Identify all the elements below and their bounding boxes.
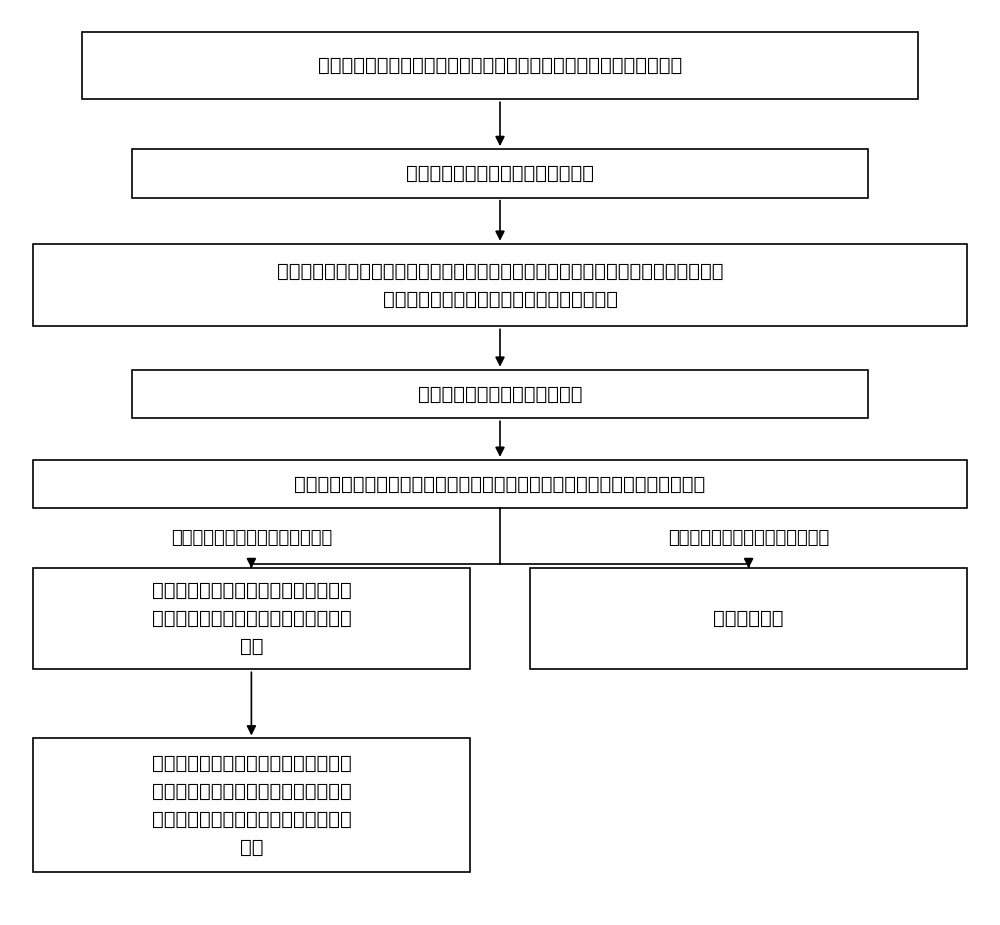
Bar <box>33 243 967 327</box>
Bar <box>530 568 967 670</box>
Text: 识别当前操作人的生物特征信息: 识别当前操作人的生物特征信息 <box>418 385 582 403</box>
Bar <box>33 460 967 509</box>
Bar <box>132 370 868 418</box>
Bar <box>82 32 918 99</box>
Text: 当匹配验证结果为匹配验证失败时: 当匹配验证结果为匹配验证失败时 <box>668 529 829 547</box>
Text: 将当前操作人的生物特征信息与存储的有权操作人的生物特征信息进行匹配验证: 将当前操作人的生物特征信息与存储的有权操作人的生物特征信息进行匹配验证 <box>294 475 706 494</box>
Bar <box>33 568 470 670</box>
Bar <box>33 738 470 871</box>
Text: 采集全部有权操作人的生物特征信息: 采集全部有权操作人的生物特征信息 <box>406 164 594 183</box>
Text: 制作标签模板，并在制作的标签模板内设置全部有权操作人的标签信息: 制作标签模板，并在制作的标签模板内设置全部有权操作人的标签信息 <box>318 56 682 75</box>
Bar <box>132 149 868 198</box>
Text: 进行报警提示: 进行报警提示 <box>713 610 784 628</box>
Text: 匹配验证成功的当前操作人操作完成后
自动生成操作人标签并输出操作人标签
，以显示当前操作人的标签信息和操作
信息: 匹配验证成功的当前操作人操作完成后 自动生成操作人标签并输出操作人标签 ，以显示… <box>152 754 351 857</box>
Text: 当匹配验证结果为匹配验证成功时: 当匹配验证结果为匹配验证成功时 <box>171 529 332 547</box>
Text: 加密存储全部有权操作人的标签信息和生物特征信息，并将存储的全部有权操作人的标
签信息与生物特征信息进行一一对应后相绑定: 加密存储全部有权操作人的标签信息和生物特征信息，并将存储的全部有权操作人的标 签… <box>277 262 723 309</box>
Text: 自动选定标签模板内的相对应的标签信
息，当前操作人可进行操作并记录操作
信息: 自动选定标签模板内的相对应的标签信 息，当前操作人可进行操作并记录操作 信息 <box>152 581 351 657</box>
